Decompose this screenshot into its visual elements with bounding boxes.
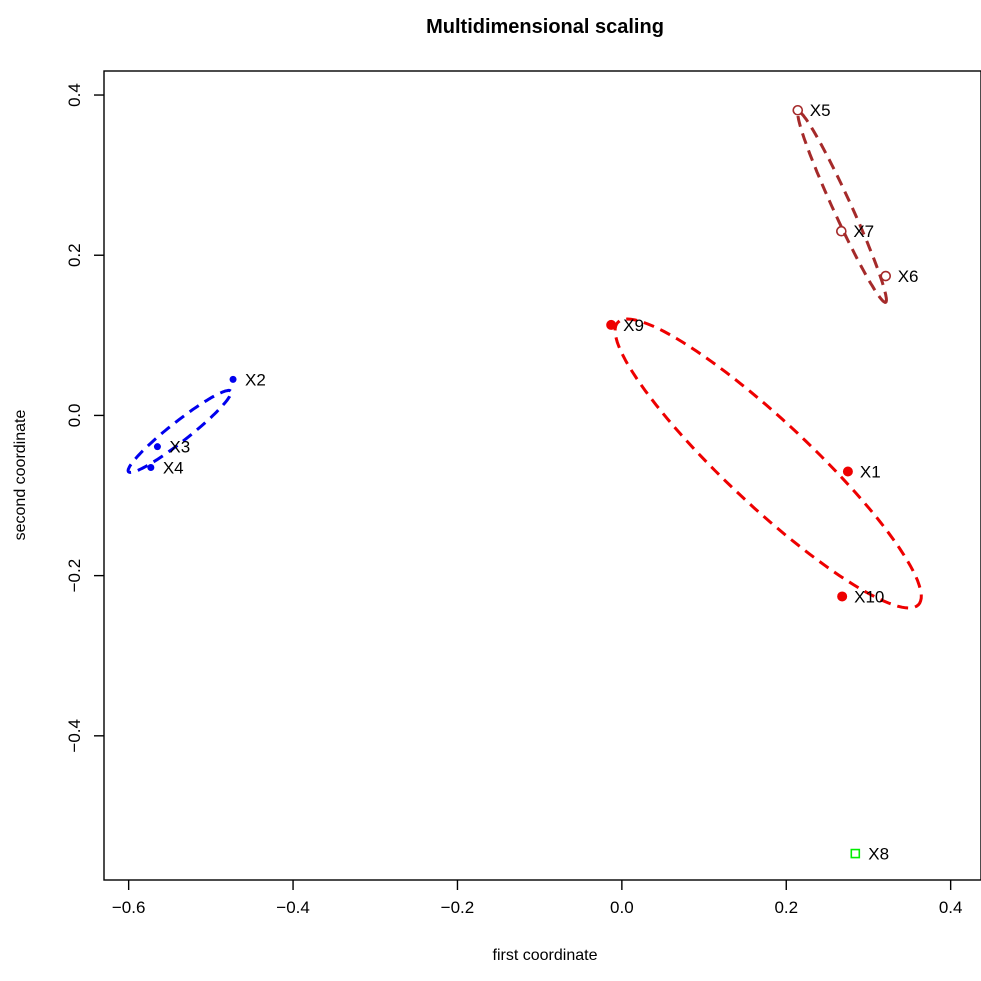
x-tick-label-2: −0.2 bbox=[441, 898, 475, 917]
point-x2 bbox=[229, 375, 237, 383]
chart-title: Multidimensional scaling bbox=[426, 16, 664, 38]
point-x3 bbox=[153, 443, 161, 451]
y-axis: −0.4 −0.2 0.0 0.2 0.4 bbox=[65, 83, 104, 753]
y-tick-label-2: 0.0 bbox=[65, 404, 84, 428]
point-x8 bbox=[850, 848, 861, 859]
y-tick-label-4: 0.4 bbox=[65, 83, 84, 107]
point-label-x7: X7 bbox=[853, 222, 874, 241]
point-x5 bbox=[792, 104, 804, 116]
plot-frame bbox=[103, 70, 981, 881]
x-tick-label-5: 0.4 bbox=[939, 898, 963, 917]
point-x1 bbox=[842, 466, 853, 477]
point-label-x1: X1 bbox=[860, 462, 881, 481]
point-x10 bbox=[837, 591, 848, 602]
point-x7 bbox=[836, 225, 847, 237]
group-ellipse-2 bbox=[796, 110, 888, 304]
group-ellipse-0 bbox=[126, 388, 233, 474]
x-tick-label-4: 0.2 bbox=[774, 898, 798, 917]
point-label-x3: X3 bbox=[169, 438, 190, 457]
point-x9 bbox=[606, 319, 617, 330]
y-tick-label-0: −0.4 bbox=[65, 719, 84, 753]
group-ellipses bbox=[126, 110, 923, 610]
x-tick-label-0: −0.6 bbox=[112, 898, 146, 917]
x-axis-label: first coordinate bbox=[493, 947, 598, 964]
point-label-x6: X6 bbox=[898, 267, 919, 286]
point-label-x5: X5 bbox=[810, 101, 831, 120]
point-label-x9: X9 bbox=[623, 316, 644, 335]
y-tick-label-3: 0.2 bbox=[65, 243, 84, 267]
point-label-x8: X8 bbox=[868, 845, 889, 864]
point-label-x2: X2 bbox=[245, 370, 266, 389]
group-ellipse-1 bbox=[613, 317, 923, 610]
point-label-x4: X4 bbox=[163, 458, 184, 477]
y-axis-label: second coordinate bbox=[12, 410, 29, 541]
x-tick-label-1: −0.4 bbox=[276, 898, 310, 917]
x-axis: −0.6 −0.4 −0.2 0.0 0.2 0.4 bbox=[112, 880, 963, 917]
point-label-x10: X10 bbox=[854, 587, 884, 606]
point-x6 bbox=[880, 270, 892, 282]
x-tick-label-3: 0.0 bbox=[610, 898, 634, 917]
y-tick-label-1: −0.2 bbox=[65, 559, 84, 593]
point-x4 bbox=[147, 463, 155, 471]
